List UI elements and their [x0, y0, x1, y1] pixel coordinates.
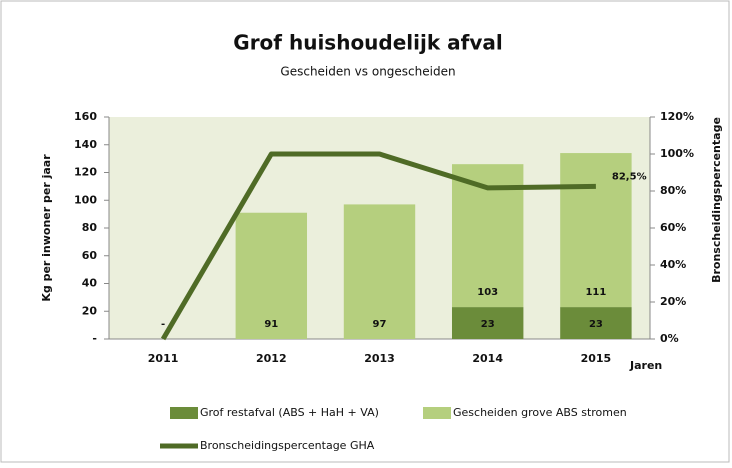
- y2-tick-label: 100%: [660, 147, 694, 160]
- y-axis-label: Kg per inwoner per jaar: [40, 154, 53, 302]
- bar: [235, 212, 308, 339]
- y2-tick-label: 0%: [660, 332, 679, 345]
- y2-tick-label: 20%: [660, 295, 686, 308]
- y-tick-label: 80: [82, 221, 98, 234]
- y-tick-label: 20: [82, 304, 98, 317]
- chart-subtitle: Gescheiden vs ongescheiden: [280, 65, 455, 79]
- y-tick-label: 60: [82, 249, 98, 262]
- y-tick-label: 100: [74, 193, 97, 206]
- y2-tick-label: 80%: [660, 184, 686, 197]
- y-tick-label: 120: [74, 166, 97, 179]
- x-tick-label: 2014: [472, 352, 503, 365]
- y-tick-label: 40: [82, 277, 98, 290]
- legend-label: Gescheiden grove ABS stromen: [453, 406, 627, 419]
- bar: [343, 204, 416, 339]
- bar-label: 91: [264, 319, 278, 330]
- x-axis-label: Jaren: [629, 359, 662, 372]
- chart-title: Grof huishoudelijk afval: [233, 31, 502, 55]
- x-tick-label: 2015: [581, 352, 612, 365]
- legend-label: Grof restafval (ABS + HaH + VA): [200, 406, 379, 419]
- y2-tick-label: 60%: [660, 221, 686, 234]
- line-label: 82,5%: [612, 171, 647, 182]
- y-tick-label: -: [92, 332, 97, 345]
- y-tick-label: 160: [74, 110, 97, 123]
- bar-label: 23: [589, 319, 603, 330]
- x-tick-label: 2013: [364, 352, 395, 365]
- bar: [560, 153, 632, 308]
- bar-label: -: [161, 319, 165, 330]
- bar: [560, 307, 632, 339]
- y2-tick-label: 120%: [660, 110, 694, 123]
- legend-label: Bronscheidingspercentage GHA: [200, 439, 375, 452]
- x-tick-label: 2012: [256, 352, 287, 365]
- y2-tick-label: 40%: [660, 258, 686, 271]
- legend-swatch: [423, 407, 451, 419]
- bar-label: 111: [585, 287, 606, 298]
- y2-axis-label: Bronscheidingspercentage: [710, 117, 723, 283]
- bar: [451, 307, 524, 339]
- bar-label: 97: [373, 319, 387, 330]
- line: [160, 151, 596, 341]
- legend-swatch: [170, 407, 198, 419]
- bar-label: 103: [477, 287, 498, 298]
- bar-label: 23: [481, 319, 495, 330]
- y-tick-label: 140: [74, 138, 97, 151]
- x-tick-label: 2011: [148, 352, 179, 365]
